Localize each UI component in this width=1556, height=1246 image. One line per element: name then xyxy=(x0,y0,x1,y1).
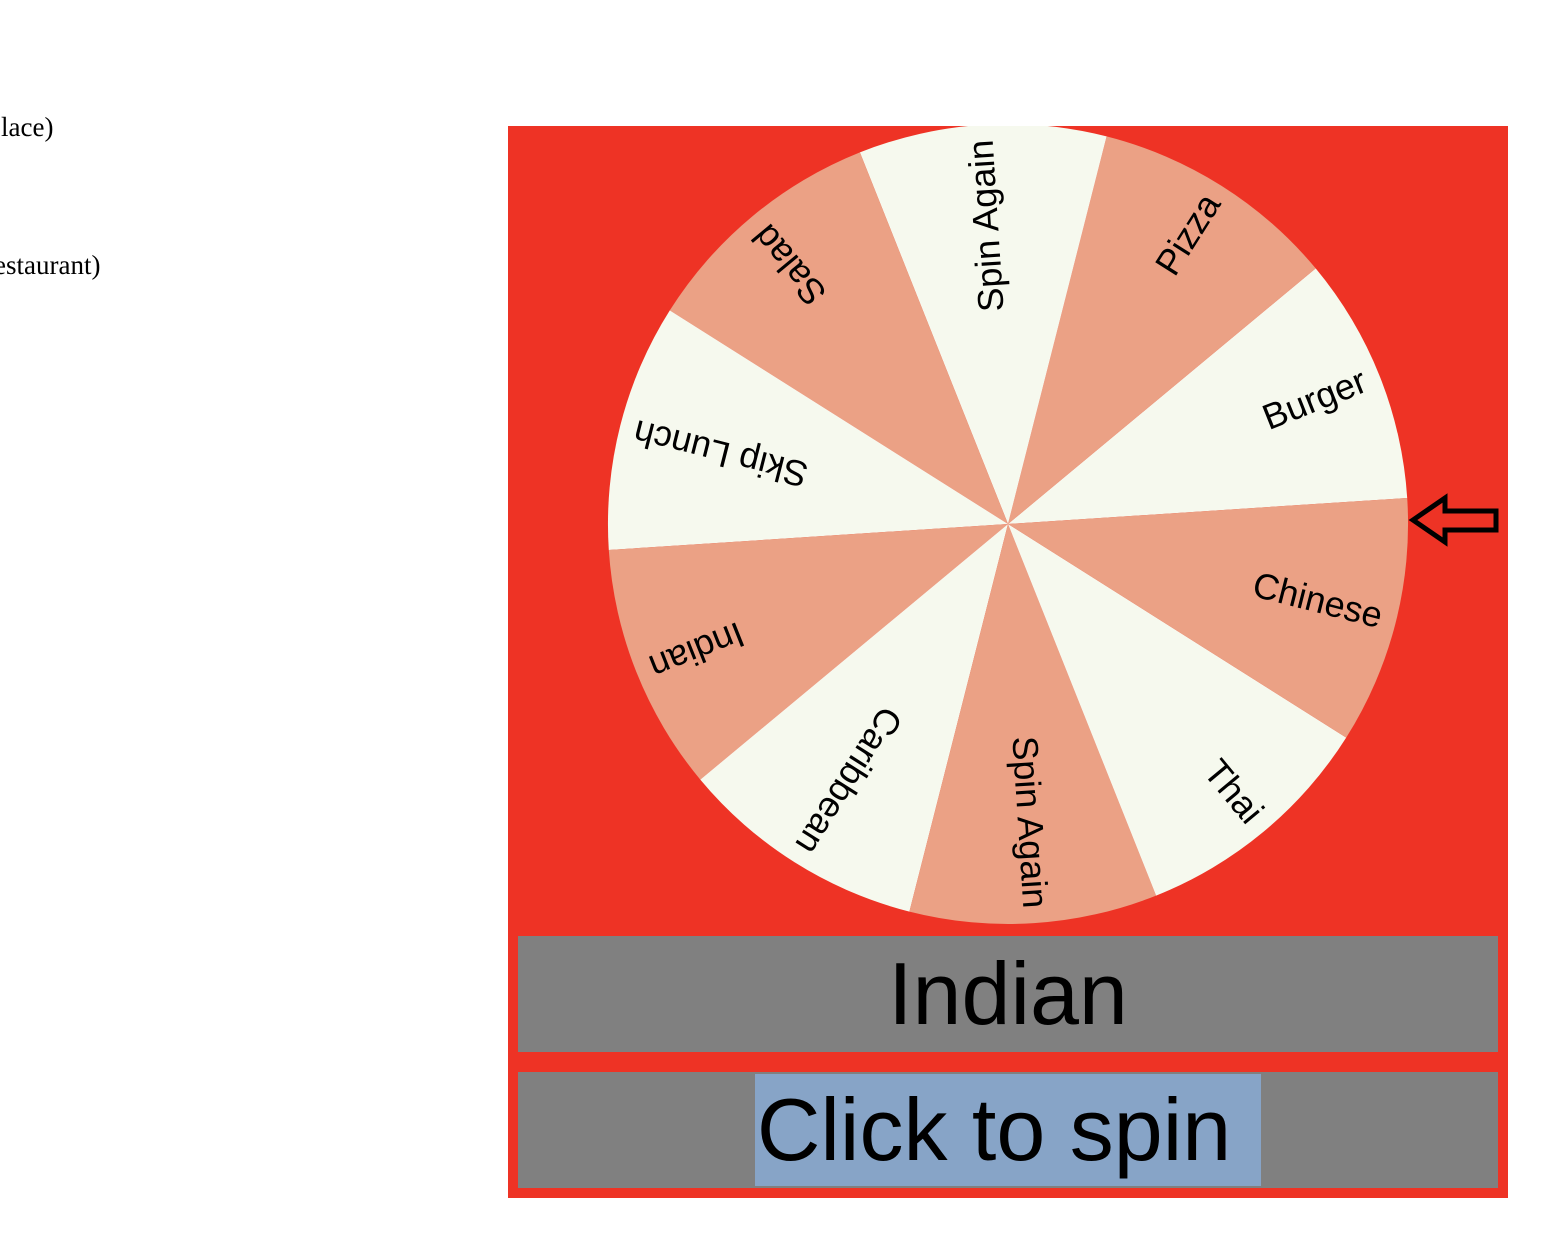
spin-button[interactable]: Click to spin xyxy=(754,1074,1262,1186)
arrow-pointer-icon xyxy=(1408,493,1499,547)
wheel-segment xyxy=(859,126,1107,524)
spin-button-container: Click to spin xyxy=(518,1072,1498,1188)
result-text: Indian xyxy=(888,944,1128,1043)
background-text-restaurant: estaurant) xyxy=(0,250,101,280)
wheel-segment xyxy=(669,152,1008,524)
wheel-segment xyxy=(607,310,1008,550)
background-text-place: Place) xyxy=(0,112,54,142)
result-display: Indian xyxy=(518,936,1498,1052)
wheel-segment xyxy=(1008,268,1408,524)
wheel-segment xyxy=(1008,524,1347,896)
wheel-segment xyxy=(909,524,1157,924)
wheel-segment xyxy=(1008,498,1409,738)
wheel-segment xyxy=(700,524,1008,912)
wheel-segment xyxy=(608,524,1008,780)
wheel-segment xyxy=(1008,136,1316,524)
spinner-panel: Burger Pizza Spin Again Salad Skip Lunch Indi… xyxy=(508,126,1508,1198)
